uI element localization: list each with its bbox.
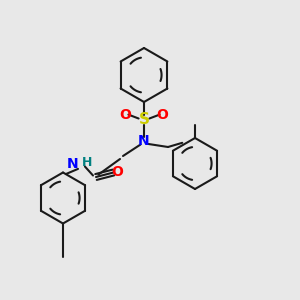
Text: O: O: [157, 108, 169, 122]
Text: N: N: [66, 157, 78, 170]
Text: O: O: [119, 108, 131, 122]
Text: O: O: [111, 166, 123, 179]
Text: S: S: [139, 112, 150, 128]
Text: N: N: [138, 134, 150, 148]
Text: H: H: [82, 156, 92, 170]
